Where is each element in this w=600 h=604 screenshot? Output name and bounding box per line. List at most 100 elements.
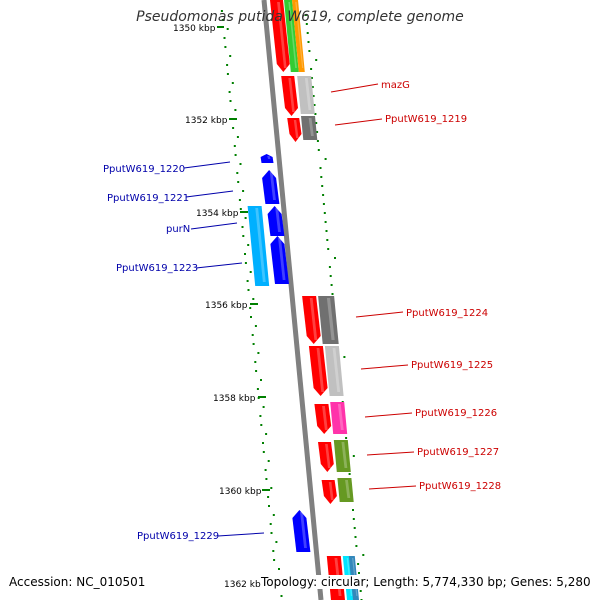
cds-PputW619_1223[interactable] [270, 236, 289, 284]
gc-dot [357, 563, 360, 565]
cds-PputW619_1228[interactable] [321, 480, 337, 504]
cds-track-orange[interactable] [292, 0, 305, 72]
cds-PputW619_1219[interactable] [287, 118, 302, 142]
gene-label-PputW619_1220[interactable]: PputW619_1220 [103, 164, 185, 175]
cds-track-dark-gray[interactable] [318, 296, 339, 344]
gene-label-purN[interactable]: purN [166, 224, 190, 235]
cds-track-magenta[interactable] [330, 402, 348, 434]
cds-PputW619_1227[interactable] [318, 442, 334, 472]
feature-highlight [328, 482, 334, 500]
feature-highlight [341, 442, 348, 468]
cds-track-light-gray[interactable] [324, 346, 344, 396]
gc-dot [236, 136, 239, 138]
gene-labels: mazG PputW619_1219 PputW619_1224 PputW61… [103, 80, 501, 542]
gene-label-PputW619_1227[interactable]: PputW619_1227 [417, 447, 499, 458]
gc-dot [260, 379, 262, 381]
gc-dot [252, 298, 255, 300]
cds-PputW619_1225[interactable] [308, 346, 328, 396]
gc-dot [223, 37, 226, 39]
gene-label-PputW619_1224[interactable]: PputW619_1224 [406, 308, 488, 319]
gc-dot [310, 68, 313, 70]
gc-dot [348, 473, 351, 475]
gene-label-PputW619_1223[interactable]: PputW619_1223 [116, 263, 198, 274]
feature-highlight [275, 208, 281, 232]
gene-label-PputW619_1229[interactable]: PputW619_1229 [137, 531, 219, 542]
gc-dot [334, 257, 336, 259]
gc-dot [238, 199, 241, 201]
gc-dot [265, 433, 268, 435]
feature-highlight [326, 298, 335, 340]
feature-highlight [277, 2, 287, 68]
gc-dot [315, 59, 318, 61]
gc-dot [358, 572, 360, 574]
gene-label-PputW619_1225[interactable]: PputW619_1225 [411, 360, 493, 371]
cds-track-green[interactable] [284, 0, 299, 72]
gc-dot [324, 221, 327, 223]
gene-label-PputW619_1228[interactable]: PputW619_1228 [419, 481, 501, 492]
gc-dot [254, 325, 257, 327]
gc-dot [237, 181, 240, 183]
gc-dot [268, 505, 270, 507]
gc-dot [244, 253, 246, 255]
gc-dot [322, 194, 325, 196]
gene-label-PputW619_1219[interactable]: PputW619_1219 [385, 114, 467, 125]
feature-highlight [288, 78, 295, 112]
label-leader-line [364, 412, 413, 418]
gc-dot [310, 77, 313, 79]
feature-highlight [293, 120, 299, 138]
gc-dot [220, 10, 223, 12]
gc-dot [262, 451, 265, 453]
gc-dot [228, 91, 231, 93]
gc-dot [345, 437, 348, 439]
gene-label-PputW619_1221[interactable]: PputW619_1221 [107, 193, 189, 204]
gc-dot [328, 266, 331, 268]
cds-PputW619_1221[interactable] [262, 170, 280, 204]
gc-dot [246, 280, 249, 282]
gc-dot [308, 50, 311, 52]
gene-label-mazG[interactable]: mazG [381, 80, 410, 91]
feature-highlight [345, 480, 351, 498]
topology-summary: Topology: circular; Length: 5,774,330 bp… [261, 575, 591, 589]
gc-dot [260, 424, 263, 426]
tick-label: 1360 kbp [219, 487, 262, 497]
tick-label: 1362 kbp [224, 580, 267, 590]
cds-track-light-gray[interactable] [297, 76, 315, 114]
tick-label: 1350 kbp [173, 24, 216, 34]
gc-dot [249, 271, 252, 273]
gc-dot [265, 478, 268, 480]
gc-dot [319, 167, 322, 169]
gene-label-PputW619_1226[interactable]: PputW619_1226 [415, 408, 497, 419]
cds-mazG[interactable] [281, 76, 298, 116]
cds-PputW619_1226[interactable] [314, 404, 332, 434]
cds-PputW619_1229[interactable] [292, 510, 311, 552]
gc-dot [257, 352, 260, 354]
feature-highlight [295, 2, 304, 68]
gc-dot [221, 19, 224, 21]
cds-track-olive[interactable] [337, 478, 354, 502]
gc-dot [242, 190, 245, 192]
gc-dot [262, 442, 264, 444]
gc-dot [352, 455, 355, 457]
cds-PputW619_1224[interactable] [302, 296, 321, 344]
cds-PputW619_1220[interactable] [260, 154, 274, 163]
cds-track-dark-gray[interactable] [301, 116, 318, 140]
gc-dot [244, 262, 247, 264]
cds-track-olive[interactable] [333, 440, 351, 472]
gc-dot [354, 536, 357, 538]
tick-label: 1352 kbp [185, 116, 228, 126]
gc-dot [353, 527, 356, 529]
cds-forward[interactable] [270, 0, 290, 72]
gc-dot [226, 73, 229, 75]
cds-purN[interactable] [267, 206, 285, 236]
feature-highlight [316, 348, 325, 392]
gc-dot [259, 415, 262, 417]
gc-dot [242, 235, 245, 237]
gc-dot [329, 275, 332, 277]
feature-highlight [337, 404, 344, 430]
gc-dot [320, 176, 323, 178]
tick-label: 1356 kbp [205, 301, 248, 311]
label-leader-line [185, 190, 234, 198]
gc-dot [236, 172, 239, 174]
feature-highlight [269, 172, 276, 200]
cds-track-light-blue[interactable] [247, 206, 270, 286]
